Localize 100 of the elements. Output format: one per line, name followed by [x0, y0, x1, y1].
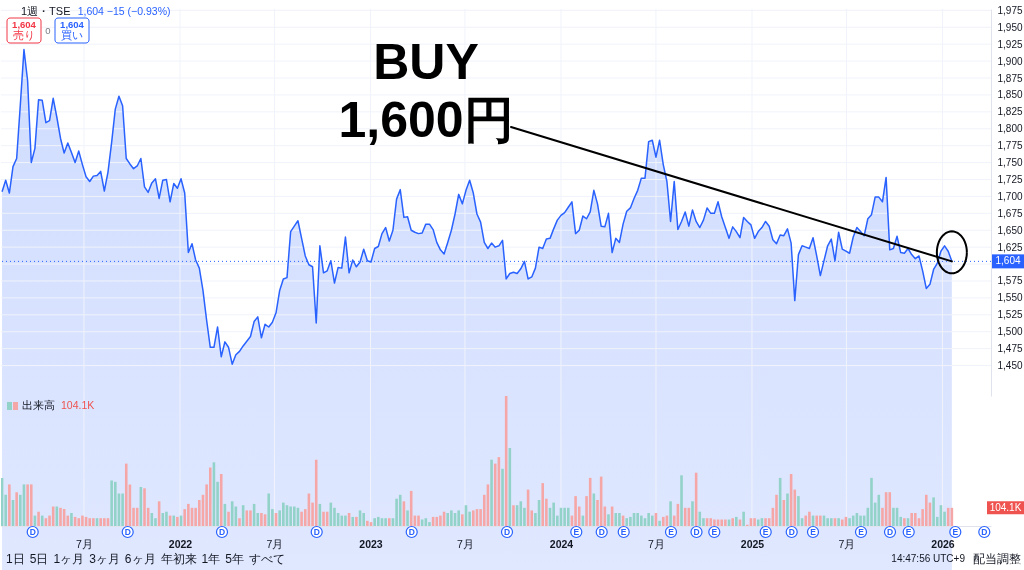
bar — [870, 477, 873, 526]
bar — [691, 501, 694, 526]
bar — [651, 515, 654, 526]
bar — [808, 511, 811, 526]
y-tick-label: 1,675 — [997, 207, 1023, 219]
text: E — [905, 527, 912, 537]
bar — [519, 501, 523, 526]
y-tick-label: 1,575 — [997, 275, 1023, 287]
y-tick-label: 1,925 — [997, 38, 1023, 50]
text: E — [762, 527, 769, 537]
bar — [698, 511, 702, 526]
text: 5年 — [225, 552, 244, 566]
y-tick-label: 1,825 — [997, 106, 1023, 118]
y-tick-label: 1,450 — [997, 360, 1023, 372]
bar — [848, 518, 851, 526]
y-tick-label: 1,650 — [997, 224, 1023, 236]
bar — [764, 518, 767, 526]
bar — [282, 502, 285, 526]
bar — [59, 507, 62, 526]
bar — [314, 459, 318, 526]
bar — [121, 493, 124, 526]
bar — [439, 515, 442, 526]
ref-line-label: 1,604 — [995, 255, 1021, 267]
text: D — [598, 527, 605, 537]
text: D — [313, 527, 320, 537]
bar — [15, 492, 18, 526]
x-tick-label: 2023 — [359, 537, 383, 550]
bar — [826, 518, 829, 526]
y-tick-label: 1,975 — [997, 4, 1023, 16]
y-tick-label: 1,950 — [997, 21, 1023, 33]
annotation: 1,604 — [12, 19, 37, 30]
bar — [88, 518, 92, 526]
bar — [932, 497, 935, 526]
bar — [219, 474, 223, 526]
y-tick-label: 1,900 — [997, 55, 1023, 67]
y-tick-label: 1,625 — [997, 241, 1023, 253]
text: 年初来 — [160, 552, 197, 566]
y-tick-label: 1,750 — [997, 157, 1023, 169]
bar — [724, 519, 727, 526]
bar — [819, 515, 822, 526]
text: 1ヶ月 — [53, 552, 85, 566]
bar — [607, 514, 610, 526]
text: E — [620, 527, 627, 537]
bar — [81, 515, 84, 526]
bar — [450, 510, 453, 526]
text: D — [788, 527, 795, 537]
text: D — [981, 527, 988, 537]
y-tick-label: 1,725 — [997, 174, 1023, 185]
bar — [292, 506, 296, 526]
annotation: 104.1K — [61, 399, 95, 411]
bar — [384, 518, 387, 526]
y-tick-label: 1,475 — [997, 343, 1023, 355]
y-tick-label: 1,500 — [997, 326, 1023, 338]
bar — [92, 518, 95, 526]
bar — [395, 498, 398, 526]
bar — [398, 494, 402, 526]
bar — [731, 518, 734, 526]
x-tick-label: 7月 — [266, 537, 284, 550]
bar — [289, 506, 292, 526]
x-tick-label: 7月 — [648, 537, 665, 550]
bar — [640, 515, 643, 526]
bar — [387, 518, 391, 526]
bar — [8, 484, 11, 526]
bar — [373, 518, 376, 526]
bar — [143, 488, 146, 526]
bar — [877, 494, 881, 526]
bar — [753, 518, 756, 526]
bar — [26, 484, 29, 526]
bar — [355, 516, 358, 526]
x-tick-label: 7月 — [838, 537, 856, 550]
bar — [661, 516, 665, 526]
annotation: BUY 1,600円 — [338, 34, 514, 148]
bar — [113, 481, 117, 526]
bar — [647, 513, 650, 526]
bar — [669, 501, 672, 526]
bar — [77, 518, 81, 526]
bar — [924, 494, 928, 526]
annotation: 0 — [45, 25, 51, 36]
bar — [680, 475, 683, 526]
text: D — [886, 527, 894, 537]
bar — [574, 496, 577, 526]
bar — [377, 516, 380, 526]
x-tick-label: 7月 — [76, 537, 93, 550]
text: D — [693, 527, 700, 537]
bar — [720, 519, 724, 526]
bar — [709, 518, 713, 526]
bar — [260, 513, 263, 526]
bar — [840, 519, 844, 526]
legend-label: 出来高 — [22, 399, 55, 411]
bar — [135, 507, 139, 526]
chart-title: 1週・TSE — [21, 5, 71, 17]
bar — [187, 503, 190, 526]
bar — [351, 516, 355, 526]
text: 1日 — [6, 552, 25, 566]
bar — [851, 515, 855, 526]
bar — [756, 519, 760, 526]
y-tick-label: 1,775 — [997, 140, 1023, 152]
bar — [428, 522, 431, 526]
bar — [713, 519, 716, 526]
bar — [636, 513, 639, 526]
